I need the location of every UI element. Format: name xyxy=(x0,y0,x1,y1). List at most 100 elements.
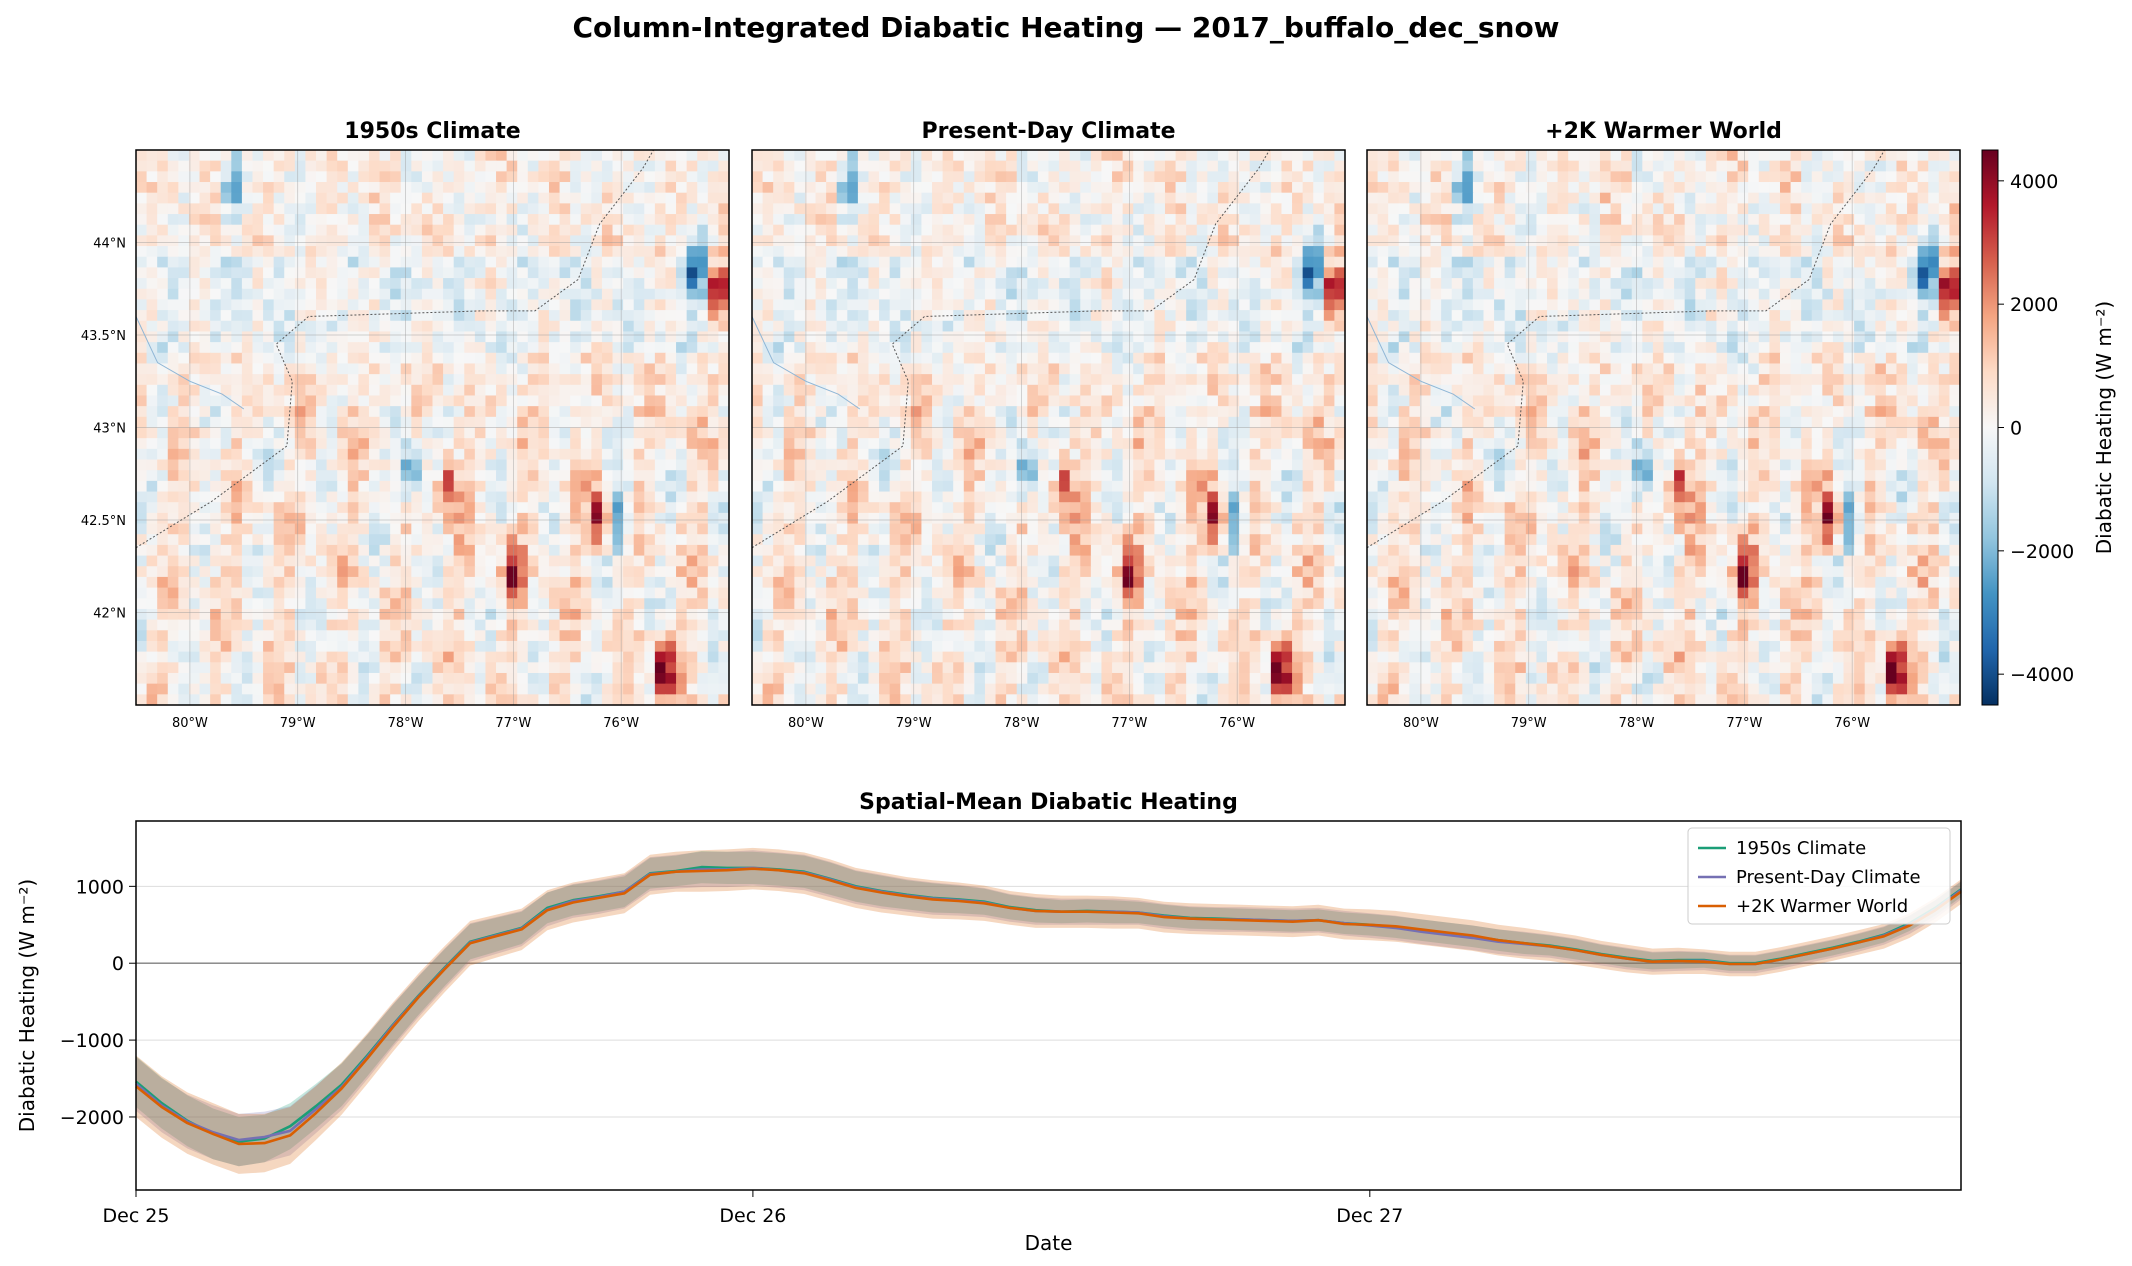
heatmap-cell xyxy=(1016,342,1028,354)
heatmap-cell xyxy=(263,235,275,247)
heatmap-cell xyxy=(485,310,497,322)
heatmap-cell xyxy=(1143,310,1155,322)
heatmap-cell xyxy=(773,406,785,418)
heatmap-cell xyxy=(231,448,243,461)
heatmap-cell xyxy=(506,235,518,247)
heatmap-cell xyxy=(984,214,997,226)
heatmap-cell xyxy=(379,267,391,279)
heatmap-cell xyxy=(783,342,795,354)
heatmap-cell xyxy=(411,630,423,642)
heatmap-cell xyxy=(294,235,307,247)
heatmap-cell xyxy=(718,256,730,268)
heatmap-cell xyxy=(443,256,455,268)
heatmap-cell xyxy=(188,288,201,301)
heatmap-cell xyxy=(199,310,211,322)
heatmap-cell xyxy=(178,235,190,247)
heatmap-cell xyxy=(1080,534,1092,546)
heatmap-cell xyxy=(1122,480,1134,493)
heatmap-cell xyxy=(379,683,391,695)
heatmap-cell xyxy=(305,384,317,397)
heatmap-cell xyxy=(794,278,806,290)
heatmap-cell xyxy=(136,150,148,162)
heatmap-cell xyxy=(1154,299,1166,311)
heatmap-cell xyxy=(942,256,954,268)
heatmap-cell xyxy=(1302,459,1314,471)
heatmap-cell xyxy=(889,427,901,439)
heatmap-cell xyxy=(453,214,465,226)
heatmap-cell xyxy=(1249,438,1261,450)
heatmap-cell xyxy=(157,608,169,621)
heatmap-cell xyxy=(847,342,859,354)
heatmap-cell xyxy=(707,427,720,439)
heatmap-cell xyxy=(1037,363,1050,375)
heatmap-cell xyxy=(1217,512,1230,525)
heatmap-cell xyxy=(347,331,359,343)
heatmap-cell xyxy=(644,470,656,482)
heatmap-cell xyxy=(157,235,169,247)
heatmap-cell xyxy=(136,566,148,578)
heatmap-cell xyxy=(847,416,859,429)
heatmap-cell xyxy=(347,299,359,311)
heatmap-cell xyxy=(697,182,709,194)
heatmap-cell xyxy=(358,150,370,162)
heatmap-cell xyxy=(1217,416,1230,429)
heatmap-cell xyxy=(231,288,243,301)
heatmap-cell xyxy=(1143,256,1155,268)
heatmap-cell xyxy=(995,331,1007,343)
heatmap-cell xyxy=(167,630,179,642)
heatmap-cell xyxy=(432,331,444,343)
heatmap-cell xyxy=(1302,214,1314,226)
heatmap-cell xyxy=(815,427,827,439)
heatmap-cell xyxy=(273,459,285,471)
heatmap-cell xyxy=(932,171,944,183)
heatmap-cell xyxy=(1281,363,1293,375)
heatmap-cell xyxy=(794,267,806,279)
heatmap-cell xyxy=(601,470,614,482)
heatmap-cell xyxy=(612,672,624,685)
heatmap-cell xyxy=(474,608,487,621)
heatmap-cell xyxy=(995,374,1007,386)
heatmap-cell xyxy=(231,203,243,215)
heatmap-cell xyxy=(665,267,677,279)
heatmap-cell xyxy=(1302,224,1314,236)
heatmap-cell xyxy=(1080,299,1092,311)
heatmap-cell xyxy=(826,534,838,546)
heatmap-cell xyxy=(654,470,667,482)
heatmap-cell xyxy=(676,502,688,514)
heatmap-cell xyxy=(1239,502,1251,514)
heatmap-cell xyxy=(167,150,179,162)
heatmap-cell xyxy=(601,352,614,365)
heatmap-cell xyxy=(623,694,635,706)
heatmap-cell xyxy=(337,480,349,493)
heatmap-cell xyxy=(411,683,423,695)
heatmap-cell xyxy=(443,438,455,450)
heatmap-cell xyxy=(900,470,912,482)
heatmap-cell xyxy=(826,182,838,194)
heatmap-cell xyxy=(231,406,243,418)
heatmap-cell xyxy=(347,694,359,706)
heatmap-cell xyxy=(1239,267,1251,279)
heatmap-cell xyxy=(707,512,720,525)
heatmap-cell xyxy=(517,331,529,343)
heatmap-cell xyxy=(326,427,338,439)
heatmap-cell xyxy=(1048,448,1060,461)
heatmap-cell xyxy=(836,470,848,482)
heatmap-cell xyxy=(826,395,838,407)
heatmap-cell xyxy=(963,470,975,482)
heatmap-cell xyxy=(538,267,550,279)
heatmap-cell xyxy=(220,470,232,482)
heatmap-cell xyxy=(707,352,720,365)
heatmap-cell xyxy=(1059,502,1071,514)
heatmap-cell xyxy=(231,459,243,471)
heatmap-cell xyxy=(963,235,975,247)
heatmap-cell xyxy=(1175,534,1187,546)
heatmap-cell xyxy=(1090,406,1103,418)
heatmap-cell xyxy=(136,683,148,695)
heatmap-cell xyxy=(1292,416,1304,429)
heatmap-cell xyxy=(942,427,954,439)
heatmap-cell xyxy=(241,512,254,525)
heatmap-cell xyxy=(527,246,539,258)
heatmap-cell xyxy=(686,619,698,631)
heatmap-cell xyxy=(676,480,688,493)
heatmap-cell xyxy=(210,288,222,301)
